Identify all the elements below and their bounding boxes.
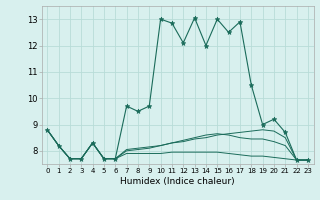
X-axis label: Humidex (Indice chaleur): Humidex (Indice chaleur) bbox=[120, 177, 235, 186]
